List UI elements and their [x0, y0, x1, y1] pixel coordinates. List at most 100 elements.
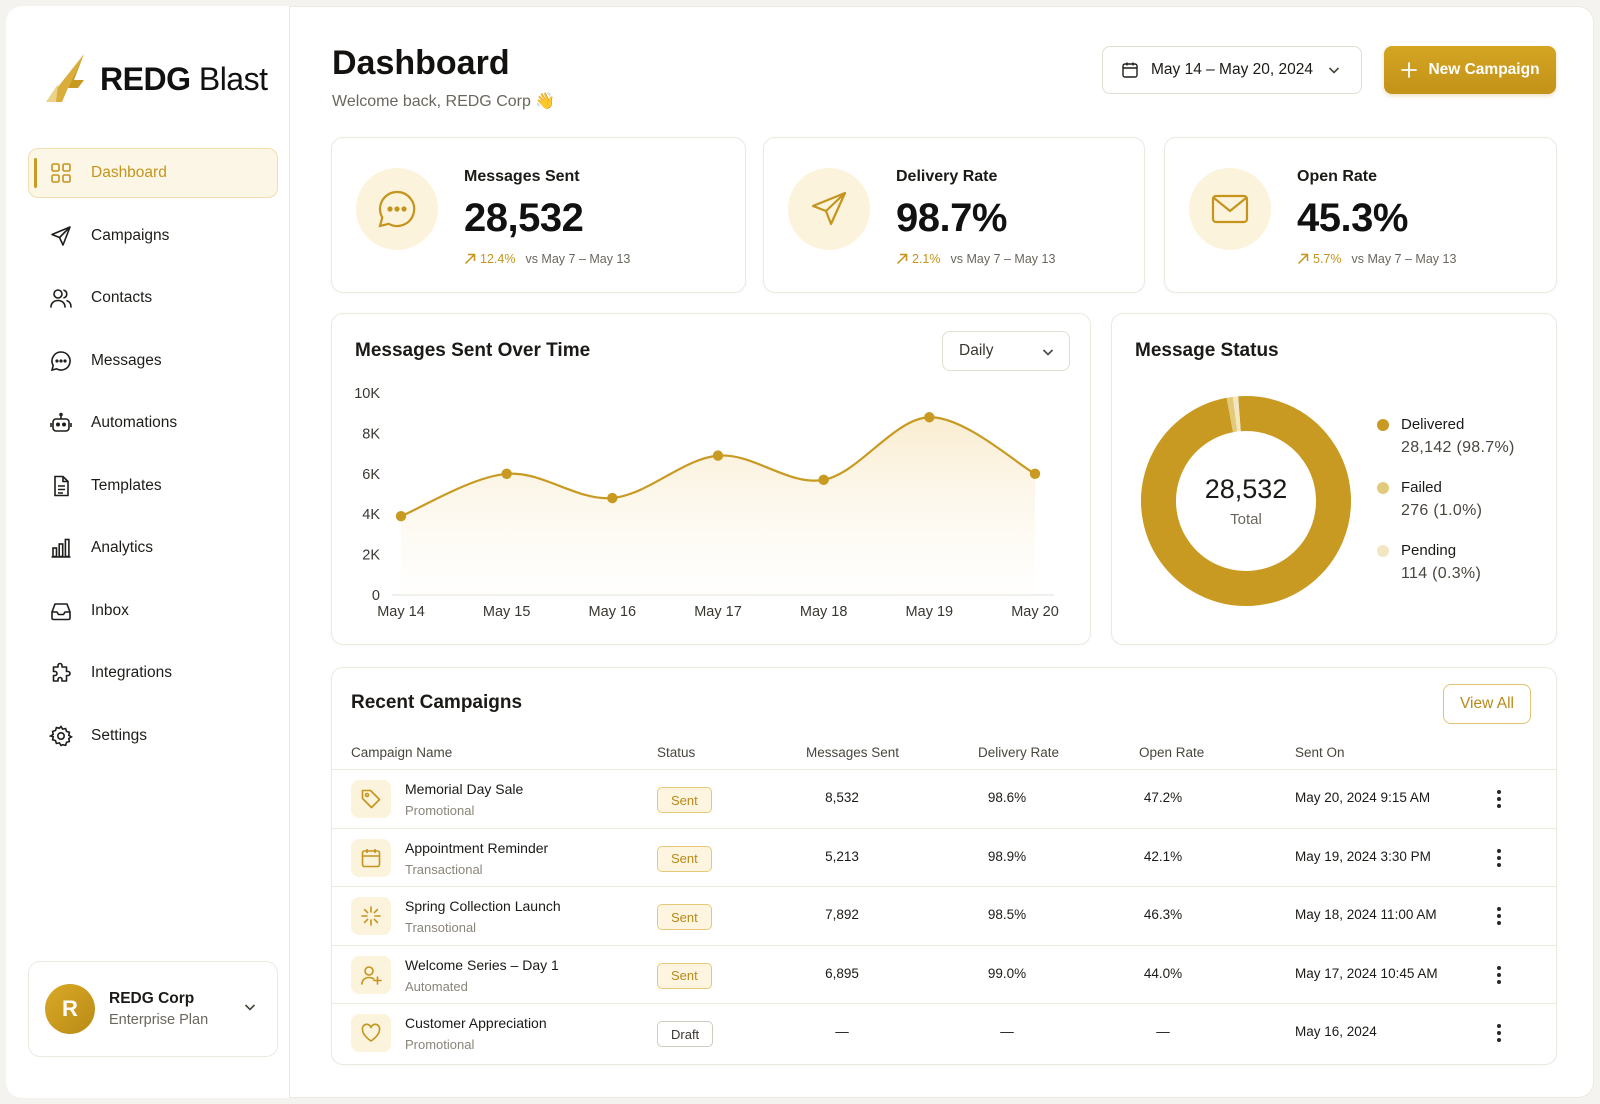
kpi-card-open-rate: Open Rate 45.3% 5.7% vs May 7 – May 13: [1164, 137, 1557, 293]
column-header[interactable]: Messages Sent: [806, 745, 900, 760]
kpi-change: 2.1%: [912, 252, 941, 266]
chart-title: Messages Sent Over Time: [355, 340, 591, 361]
sidebar-item-campaigns[interactable]: Campaigns: [28, 211, 278, 261]
column-header[interactable]: Status: [657, 745, 696, 760]
new-campaign-button[interactable]: New Campaign: [1384, 46, 1556, 94]
avatar: R: [45, 984, 95, 1034]
sidebar-nav: Dashboard Campaigns Contacts Messages Au…: [28, 148, 278, 773]
messages-sent-cell: —: [835, 1024, 849, 1039]
legend-value: 276 (1.0%): [1401, 502, 1483, 519]
row-menu-icon[interactable]: [1492, 847, 1506, 869]
kpi-compare: vs May 7 – May 13: [525, 252, 631, 266]
sidebar-item-settings[interactable]: Settings: [28, 711, 278, 761]
brand-logo[interactable]: REDG Blast: [44, 54, 268, 104]
chevron-down-icon: [1328, 67, 1340, 74]
x-tick-label: May 19: [906, 604, 954, 620]
x-tick-label: May 17: [694, 604, 742, 620]
x-tick-label: May 18: [800, 604, 848, 620]
heart-icon: [361, 1023, 381, 1042]
data-point[interactable]: [818, 474, 829, 486]
sidebar-item-templates[interactable]: Templates: [28, 461, 278, 511]
open-rate-cell: 42.1%: [1143, 848, 1183, 864]
data-point[interactable]: [1029, 468, 1041, 479]
donut-svg: [1141, 396, 1351, 606]
sidebar-item-dashboard[interactable]: Dashboard: [28, 148, 278, 198]
donut-total-caption: Total: [1230, 511, 1262, 528]
row-icon-wrap: [351, 955, 391, 994]
donut-slice-delivered[interactable]: [1141, 396, 1351, 606]
message-icon: [50, 350, 71, 371]
trend-up-icon: [1297, 253, 1309, 265]
sidebar-item-analytics[interactable]: Analytics: [28, 523, 278, 573]
row-menu-icon[interactable]: [1492, 788, 1506, 810]
kpi-label: Open Rate: [1297, 168, 1378, 185]
view-all-button[interactable]: View All: [1443, 684, 1531, 724]
data-point[interactable]: [501, 468, 512, 479]
sidebar-item-inbox[interactable]: Inbox: [28, 586, 278, 636]
page-title: Dashboard: [332, 44, 510, 82]
data-point[interactable]: [924, 412, 935, 423]
table-row[interactable]: Spring Collection Launch Transotional Se…: [332, 887, 1556, 946]
column-header[interactable]: Sent On: [1295, 745, 1345, 760]
legend-name: Failed: [1401, 479, 1442, 496]
kpi-trend: 5.7% vs May 7 – May 13: [1297, 252, 1456, 266]
sidebar-item-messages[interactable]: Messages: [28, 336, 278, 386]
period-select-value: Daily: [959, 342, 994, 359]
sidebar-item-automations[interactable]: Automations: [28, 398, 278, 448]
kpi-change: 5.7%: [1313, 252, 1342, 266]
page-subtitle: Welcome back, REDG Corp 👋: [332, 93, 556, 110]
trend-up-icon: [896, 253, 908, 265]
kpi-value: 45.3%: [1297, 196, 1408, 240]
legend-dot: [1377, 482, 1389, 494]
y-tick-label: 6K: [362, 467, 380, 483]
donut-slice-failed[interactable]: [1226, 396, 1238, 433]
row-icon-wrap: [351, 838, 391, 877]
column-header[interactable]: Open Rate: [1139, 745, 1205, 760]
data-point[interactable]: [607, 492, 618, 504]
sidebar-item-label: Integrations: [91, 664, 172, 681]
column-header[interactable]: Campaign Name: [351, 745, 453, 760]
x-tick-label: May 20: [1011, 604, 1059, 620]
sidebar-item-label: Inbox: [91, 601, 129, 619]
send-icon: [51, 225, 71, 246]
data-point[interactable]: [395, 511, 407, 522]
bar-chart-icon: [51, 538, 71, 558]
status-badge: Sent: [657, 845, 712, 872]
legend-name: Delivered: [1401, 416, 1465, 433]
recent-campaigns-card: Recent Campaigns View All Campaign Name …: [331, 667, 1557, 1065]
new-campaign-label: New Campaign: [1428, 61, 1540, 78]
date-range-picker[interactable]: May 14 – May 20, 2024: [1102, 46, 1362, 94]
kpi-card-delivery-rate: Delivery Rate 98.7% 2.1% vs May 7 – May …: [763, 137, 1145, 293]
delivery-rate-cell: 98.9%: [987, 848, 1027, 864]
row-menu-icon[interactable]: [1492, 905, 1506, 927]
account-switcher[interactable]: R REDG Corp Enterprise Plan: [28, 961, 278, 1057]
row-menu-icon[interactable]: [1492, 1022, 1506, 1044]
table-row[interactable]: Appointment Reminder Transactional Sent …: [332, 829, 1556, 887]
period-select[interactable]: Daily: [942, 331, 1070, 371]
chevron-down-icon: [244, 1004, 256, 1011]
y-tick-label: 10K: [354, 386, 380, 402]
column-header[interactable]: Delivery Rate: [978, 745, 1060, 760]
date-range-label: May 14 – May 20, 2024: [1151, 61, 1313, 78]
row-menu-icon[interactable]: [1492, 964, 1506, 986]
table-row[interactable]: Memorial Day Sale Promotional Sent 8,532…: [332, 770, 1556, 829]
kpi-icon-wrap: [788, 168, 870, 250]
grid-icon: [51, 163, 71, 183]
sidebar-item-contacts[interactable]: Contacts: [28, 273, 278, 323]
x-tick-label: May 15: [483, 604, 531, 620]
data-point[interactable]: [712, 450, 724, 461]
paper-plane-icon: [811, 191, 847, 226]
donut-total: 28,532: [1204, 474, 1288, 504]
table-row[interactable]: Customer Appreciation Promotional Draft …: [332, 1004, 1556, 1063]
sidebar-item-integrations[interactable]: Integrations: [28, 648, 278, 698]
delivery-rate-cell: 99.0%: [987, 965, 1027, 981]
lightning-logo-icon: [46, 54, 84, 104]
plus-icon: [1401, 62, 1418, 78]
campaign-type: Promotional: [405, 803, 475, 818]
donut-chart: 28,532 Total: [1140, 390, 1352, 612]
status-badge: Draft: [657, 1021, 714, 1047]
sidebar-item-label: Contacts: [91, 289, 153, 306]
x-tick-label: May 14: [377, 604, 425, 620]
campaign-name: Customer Appreciation: [405, 1015, 547, 1031]
table-row[interactable]: Welcome Series – Day 1 Automated Sent 6,…: [332, 946, 1556, 1004]
